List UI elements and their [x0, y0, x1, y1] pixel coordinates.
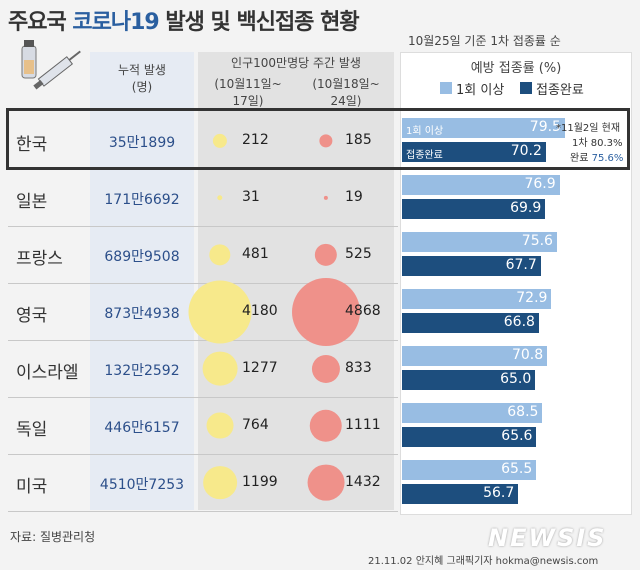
- country-name: 일본: [16, 191, 48, 212]
- legend-full-swatch: [520, 82, 532, 94]
- country-name: 프랑스: [16, 248, 63, 269]
- full-dose-label: 67.7: [505, 257, 537, 273]
- week1-value: 764: [242, 416, 269, 433]
- legend-first-swatch: [440, 82, 452, 94]
- first-dose-bar: 68.5: [402, 403, 543, 423]
- first-dose-bar: 70.8: [402, 346, 548, 366]
- week2-value: 185: [345, 131, 372, 148]
- cumulative-cases: 171만6692: [104, 191, 180, 208]
- week2-bubble: [314, 243, 338, 266]
- korea-full-label: 접종완료: [406, 150, 443, 161]
- vaccination-header: 예방 접종률 (%): [470, 61, 562, 76]
- cumulative-cases: 4510만7253: [99, 476, 185, 493]
- row-divider: [8, 397, 398, 398]
- first-dose-label: 72.9: [516, 290, 548, 306]
- cases-column-bg: [90, 52, 194, 510]
- country-name: 독일: [16, 419, 48, 440]
- week2-bubble: [292, 277, 360, 346]
- full-dose-label: 56.7: [483, 485, 515, 501]
- week2-value: 1111: [345, 416, 381, 433]
- country-name: 미국: [16, 476, 48, 497]
- basis-note: 10월25일 기준 1차 접종률 순: [408, 34, 561, 48]
- first-dose-label: 76.9: [524, 176, 556, 192]
- week1-bubble: [212, 133, 228, 148]
- first-dose-bar: 72.9: [402, 289, 552, 309]
- week1-value: 481: [242, 245, 269, 262]
- full-dose-bar: 66.8: [402, 313, 539, 333]
- country-name: 한국: [16, 134, 48, 155]
- legend-full-label: 접종완료: [536, 83, 584, 98]
- korea-highlight-box: [6, 108, 630, 170]
- week2-bubble: [307, 464, 345, 501]
- korea-first-label: 1회 이상: [406, 126, 444, 137]
- week2-bubble: [323, 195, 329, 200]
- source-text: 자료: 질병관리청: [10, 530, 96, 544]
- syringe-icon: [21, 40, 81, 90]
- first-dose-label: 70.8: [511, 347, 544, 363]
- week2-value: 4868: [345, 302, 381, 319]
- korea-note-full: 완료 75.6%: [570, 153, 624, 164]
- week1-value: 4180: [242, 302, 278, 319]
- full-dose-bar: 56.7: [402, 484, 519, 504]
- full-dose-label: 65.0: [500, 371, 532, 387]
- first-dose-bar: 75.6: [402, 232, 557, 252]
- first-dose-bar: 76.9: [402, 175, 560, 195]
- week1-value: 1199: [242, 473, 278, 490]
- first-dose-label: 79.5: [529, 119, 561, 135]
- week2-bubble: [319, 133, 333, 148]
- full-dose-bar: 69.9: [402, 199, 546, 219]
- week1-value: 212: [242, 131, 269, 148]
- row-divider: [8, 226, 398, 227]
- cases-header: 누적 발생 (명): [118, 63, 166, 94]
- full-dose-label: 69.9: [510, 200, 542, 216]
- cumulative-cases: 446만6157: [104, 419, 180, 436]
- chart-title: 주요국 코로나19 발생 및 백신접종 현황: [8, 10, 360, 35]
- week1-bubble: [206, 412, 234, 439]
- cumulative-cases: 873만4938: [104, 305, 180, 322]
- newsis-logo: NEWSIS: [488, 524, 607, 552]
- week2-value: 833: [345, 359, 372, 376]
- week2-value: 1432: [345, 473, 381, 490]
- first-dose-bar: 65.5: [402, 460, 537, 480]
- full-dose-label: 70.2: [510, 143, 542, 159]
- full-dose-label: 66.8: [503, 314, 535, 330]
- week2-value: 525: [345, 245, 372, 262]
- full-dose-bar: 65.6: [402, 427, 537, 447]
- legend-first-label: 1회 이상: [456, 83, 505, 98]
- korea-note-first: 1차 80.3%: [572, 138, 623, 149]
- row-divider: [8, 454, 398, 455]
- first-dose-bar: 79.5: [402, 118, 565, 138]
- incidence-header: 인구100만명당 주간 발생: [231, 56, 361, 70]
- korea-note-date: *11월2일 현재: [556, 123, 621, 134]
- cumulative-cases: 35만1899: [108, 134, 176, 151]
- week1-bubble: [202, 351, 238, 386]
- full-dose-bar: 70.2: [402, 142, 546, 162]
- week1-bubble: [209, 243, 231, 266]
- first-dose-label: 65.5: [501, 461, 533, 477]
- week1-header: (10월11일~ 17일): [214, 77, 282, 108]
- first-dose-label: 68.5: [507, 404, 539, 420]
- cumulative-cases: 689만9508: [104, 248, 180, 265]
- first-dose-label: 75.6: [521, 233, 553, 249]
- country-name: 영국: [16, 305, 48, 326]
- week1-value: 31: [242, 188, 260, 205]
- week2-bubble: [309, 409, 343, 442]
- credit-text: 21.11.02 안지혜 그래픽기자 hokma@newsis.com: [368, 556, 599, 567]
- week2-header: (10월18일~ 24일): [312, 77, 380, 108]
- row-divider: [8, 340, 398, 341]
- week1-bubble: [188, 280, 252, 343]
- country-name: 이스라엘: [16, 362, 79, 383]
- week2-bubble: [311, 354, 341, 383]
- full-dose-bar: 67.7: [402, 256, 541, 276]
- row-divider: [8, 511, 398, 512]
- cumulative-cases: 132만2592: [104, 362, 180, 379]
- week1-bubble: [203, 465, 237, 500]
- full-dose-bar: 65.0: [402, 370, 536, 390]
- week1-value: 1277: [242, 359, 278, 376]
- week2-value: 19: [345, 188, 363, 205]
- week1-bubble: [217, 194, 223, 201]
- full-dose-label: 65.6: [501, 428, 533, 444]
